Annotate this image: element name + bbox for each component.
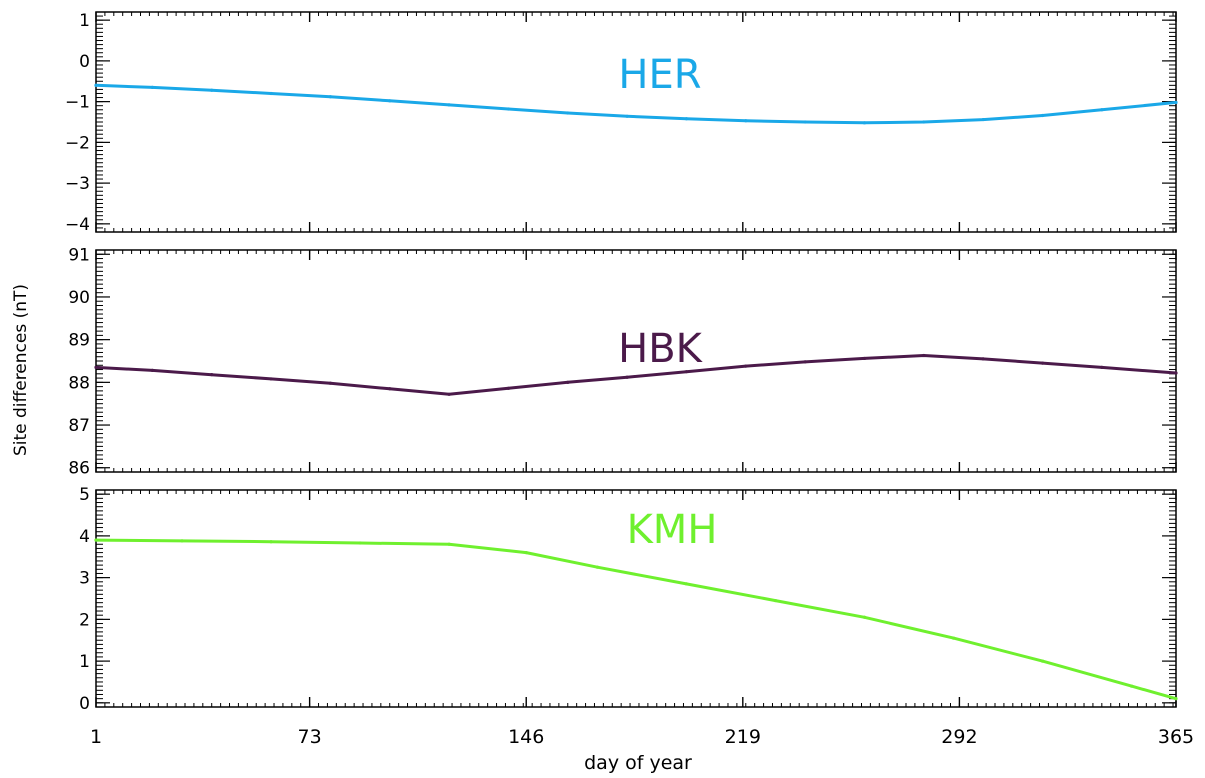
x-tick-labels: 1 73 146 219 292 365 xyxy=(90,726,1194,748)
data-point-hbk xyxy=(269,377,273,381)
data-point-hbk xyxy=(94,365,98,370)
data-point-her xyxy=(447,103,451,107)
y-tick-label: 2 xyxy=(79,610,90,630)
data-point-kmh xyxy=(94,538,98,542)
data-point-hbk xyxy=(803,360,807,364)
data-point-her xyxy=(684,117,689,121)
data-point-her xyxy=(1040,113,1045,118)
data-point-hbk xyxy=(922,353,926,358)
x-tick-label: 365 xyxy=(1158,726,1194,748)
data-point-hbk xyxy=(862,356,867,361)
plot-frame xyxy=(95,11,1177,233)
data-point-her xyxy=(1174,100,1178,105)
y-tick-label: 4 xyxy=(79,527,90,547)
y-tick-label: 0 xyxy=(79,52,90,72)
data-point-her xyxy=(269,91,273,96)
x-tick-label: 73 xyxy=(298,726,322,748)
x-tick-label: 1 xyxy=(90,726,102,748)
panel-her: 1 0 −1 −2 −3 −4 HER xyxy=(65,11,1178,235)
data-point-her xyxy=(1100,108,1104,112)
y-tick-label: 0 xyxy=(79,694,90,714)
data-point-kmh xyxy=(180,539,184,543)
data-point-kmh xyxy=(862,615,867,619)
data-point-kmh xyxy=(1174,697,1178,701)
data-point-hbk xyxy=(388,387,392,391)
data-point-hbk xyxy=(210,373,214,377)
data-point-hbk xyxy=(744,364,748,368)
data-point-kmh xyxy=(684,582,689,586)
data-point-kmh xyxy=(447,542,451,546)
y-tick-label: −2 xyxy=(65,133,90,153)
data-point-hbk xyxy=(1040,361,1045,365)
data-point-hbk xyxy=(981,357,985,361)
y-tick-label: 90 xyxy=(68,288,90,308)
x-tick-label: 146 xyxy=(508,726,544,748)
y-tick-label: 86 xyxy=(68,459,90,479)
y-tick-label: −4 xyxy=(65,215,90,235)
data-point-kmh xyxy=(595,565,600,569)
data-point-her xyxy=(744,119,748,123)
y-tick-label: −3 xyxy=(65,174,90,194)
y-axis-label: Site differences (nT) xyxy=(11,284,31,456)
data-point-hbk xyxy=(506,386,511,390)
data-point-her xyxy=(922,120,926,124)
x-tick-label: 219 xyxy=(725,726,761,748)
x-tick-label: 292 xyxy=(941,726,977,748)
y-tick-label: 5 xyxy=(79,485,90,505)
data-point-kmh xyxy=(524,550,528,555)
data-point-hbk xyxy=(684,370,689,374)
data-point-her xyxy=(566,111,570,115)
y-tick-label: 1 xyxy=(79,652,90,672)
y-tick-label: 1 xyxy=(79,11,90,31)
data-point-her xyxy=(150,85,154,89)
data-point-her xyxy=(506,107,511,111)
data-point-hbk xyxy=(566,380,570,384)
y-tick-label: 89 xyxy=(68,331,90,351)
data-point-her xyxy=(388,99,392,103)
panel-label-kmh: KMH xyxy=(627,507,718,553)
data-point-hbk xyxy=(447,392,451,396)
y-tick-label: 88 xyxy=(68,373,90,393)
x-axis-label: day of year xyxy=(584,752,692,774)
chart-panels: 1 0 −1 −2 −3 −4 HER 91 90 89 88 87 86 HBK 5 4 3 2 1 0 KMH xyxy=(65,11,1178,714)
data-point-hbk xyxy=(328,381,332,385)
y-tick-label: 3 xyxy=(79,569,90,589)
data-point-her xyxy=(210,88,214,92)
data-point-hbk xyxy=(1174,371,1178,375)
series-line-kmh xyxy=(94,538,1178,701)
data-point-hbk xyxy=(625,375,629,379)
data-point-her xyxy=(625,114,629,118)
data-point-kmh xyxy=(358,541,362,545)
panel-label-her: HER xyxy=(618,52,701,98)
data-point-her xyxy=(981,117,985,122)
data-point-hbk xyxy=(150,368,154,372)
panel-hbk: 91 90 89 88 87 86 HBK xyxy=(68,245,1178,479)
y-tick-label: 91 xyxy=(68,245,90,265)
data-point-her xyxy=(803,120,807,124)
panel-kmh: 5 4 3 2 1 0 KMH xyxy=(79,485,1178,714)
data-point-her xyxy=(328,95,332,99)
data-point-kmh xyxy=(951,636,956,640)
data-point-her xyxy=(862,121,867,125)
data-point-kmh xyxy=(1129,684,1134,688)
data-point-her xyxy=(94,83,98,87)
data-point-kmh xyxy=(269,540,273,544)
data-point-kmh xyxy=(773,598,778,603)
panel-label-hbk: HBK xyxy=(618,326,704,372)
y-tick-label: −1 xyxy=(65,93,90,113)
data-point-kmh xyxy=(1040,659,1045,663)
y-tick-label: 87 xyxy=(68,416,90,436)
data-point-hbk xyxy=(1100,365,1104,370)
